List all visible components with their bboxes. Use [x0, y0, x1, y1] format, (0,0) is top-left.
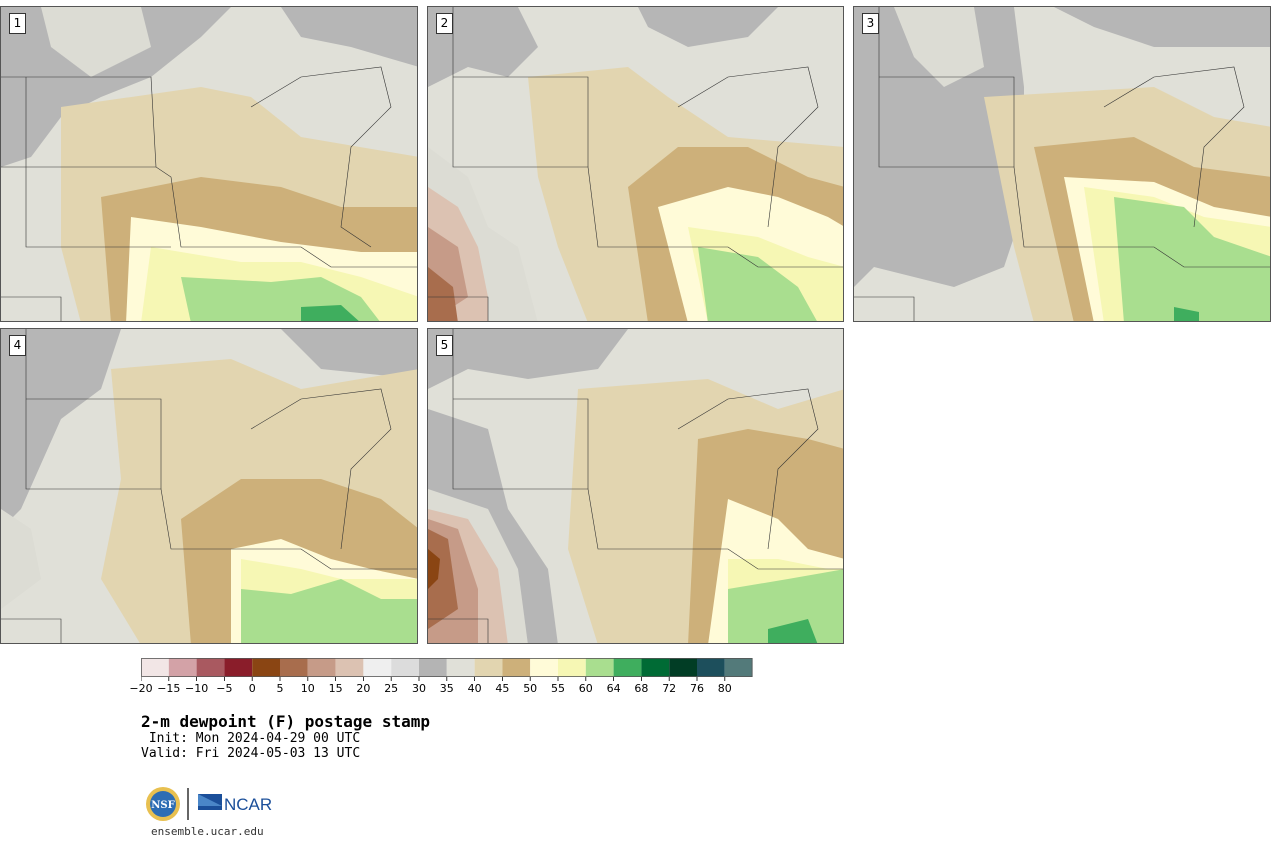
site-url: ensemble.ucar.edu [151, 825, 264, 838]
colorbar-label: 64 [606, 682, 621, 695]
colorbar-label: 76 [690, 682, 704, 695]
stamp-number: 1 [9, 13, 26, 34]
colorbar-label: 25 [384, 682, 399, 695]
colorbar-swatch [585, 658, 614, 677]
colorbar-label: 60 [578, 682, 593, 695]
dewpoint-map-1 [1, 7, 417, 321]
colorbar-swatch [446, 658, 475, 677]
colorbar-label: −15 [157, 682, 181, 695]
ncar-logo-icon: NCAR [198, 794, 272, 814]
colorbar-label: −5 [216, 682, 233, 695]
nsf-logo-text: NSF [151, 800, 174, 811]
colorbar-swatch [280, 658, 308, 677]
ncar-logo-text: NCAR [224, 795, 272, 814]
colorbar-label: 40 [467, 682, 482, 695]
colorbar-swatch [391, 658, 419, 677]
colorbar-swatch [168, 658, 197, 677]
dewpoint-map-2 [428, 7, 843, 321]
stamp-panel-3[interactable]: 3 [853, 6, 1271, 322]
colorbar-label: 5 [276, 682, 284, 695]
stamp-number: 5 [436, 335, 453, 356]
colorbar-label: 80 [717, 682, 732, 695]
colorbar-swatch [252, 658, 280, 677]
colorbar-swatch [335, 658, 364, 677]
colorbar-swatch [419, 658, 447, 677]
stamp-panel-1[interactable]: 1 [0, 6, 418, 322]
colorbar-label: 0 [248, 682, 256, 695]
colorbar-swatch [307, 658, 336, 677]
colorbar-swatch [641, 658, 670, 677]
stamp-number: 4 [9, 335, 26, 356]
colorbar-label: −10 [184, 682, 209, 695]
stamp-panel-4[interactable]: 4 [0, 328, 418, 644]
colorbar-label: 45 [495, 682, 510, 695]
valid-time: Valid: Fri 2024-05-03 13 UTC [141, 746, 361, 761]
stamp-panel-2[interactable]: 2 [427, 6, 844, 322]
colorbar-label: 55 [551, 682, 565, 695]
colorbar-label: 68 [634, 682, 649, 695]
colorbar-swatch [697, 658, 725, 677]
stamp-number: 3 [862, 13, 879, 34]
colorbar-label: 10 [300, 682, 315, 695]
colorbar-label: 35 [439, 682, 454, 695]
colorbar-swatch [502, 658, 531, 677]
stamp-number: 2 [436, 13, 453, 34]
plot-title: 2-m dewpoint (F) postage stamp [141, 712, 430, 731]
nsf-logo-icon: NSF [146, 787, 180, 821]
colorbar-swatch [224, 658, 253, 677]
colorbar-swatch [530, 658, 558, 677]
colorbar [140, 658, 754, 687]
colorbar-swatch [669, 658, 697, 677]
colorbar-swatch [613, 658, 642, 677]
colorbar-swatch [196, 658, 225, 677]
colorbar-label: −20 [129, 682, 153, 695]
colorbar-label: 15 [328, 682, 343, 695]
colorbar-label: 30 [412, 682, 426, 695]
dewpoint-map-3 [854, 7, 1270, 321]
colorbar-swatch [141, 658, 169, 677]
colorbar-label: 72 [662, 682, 677, 695]
colorbar-label: 50 [523, 682, 538, 695]
colorbar-swatch [558, 658, 586, 677]
dewpoint-map-4 [1, 329, 417, 643]
colorbar-swatch [363, 658, 392, 677]
logos: NSF NCAR [145, 786, 275, 826]
colorbar-swatch [724, 658, 753, 677]
colorbar-swatch [474, 658, 503, 677]
stamp-panel-5[interactable]: 5 [427, 328, 844, 644]
init-time: Init: Mon 2024-04-29 00 UTC [141, 731, 361, 746]
colorbar-label: 20 [356, 682, 371, 695]
dewpoint-map-5 [428, 329, 843, 643]
